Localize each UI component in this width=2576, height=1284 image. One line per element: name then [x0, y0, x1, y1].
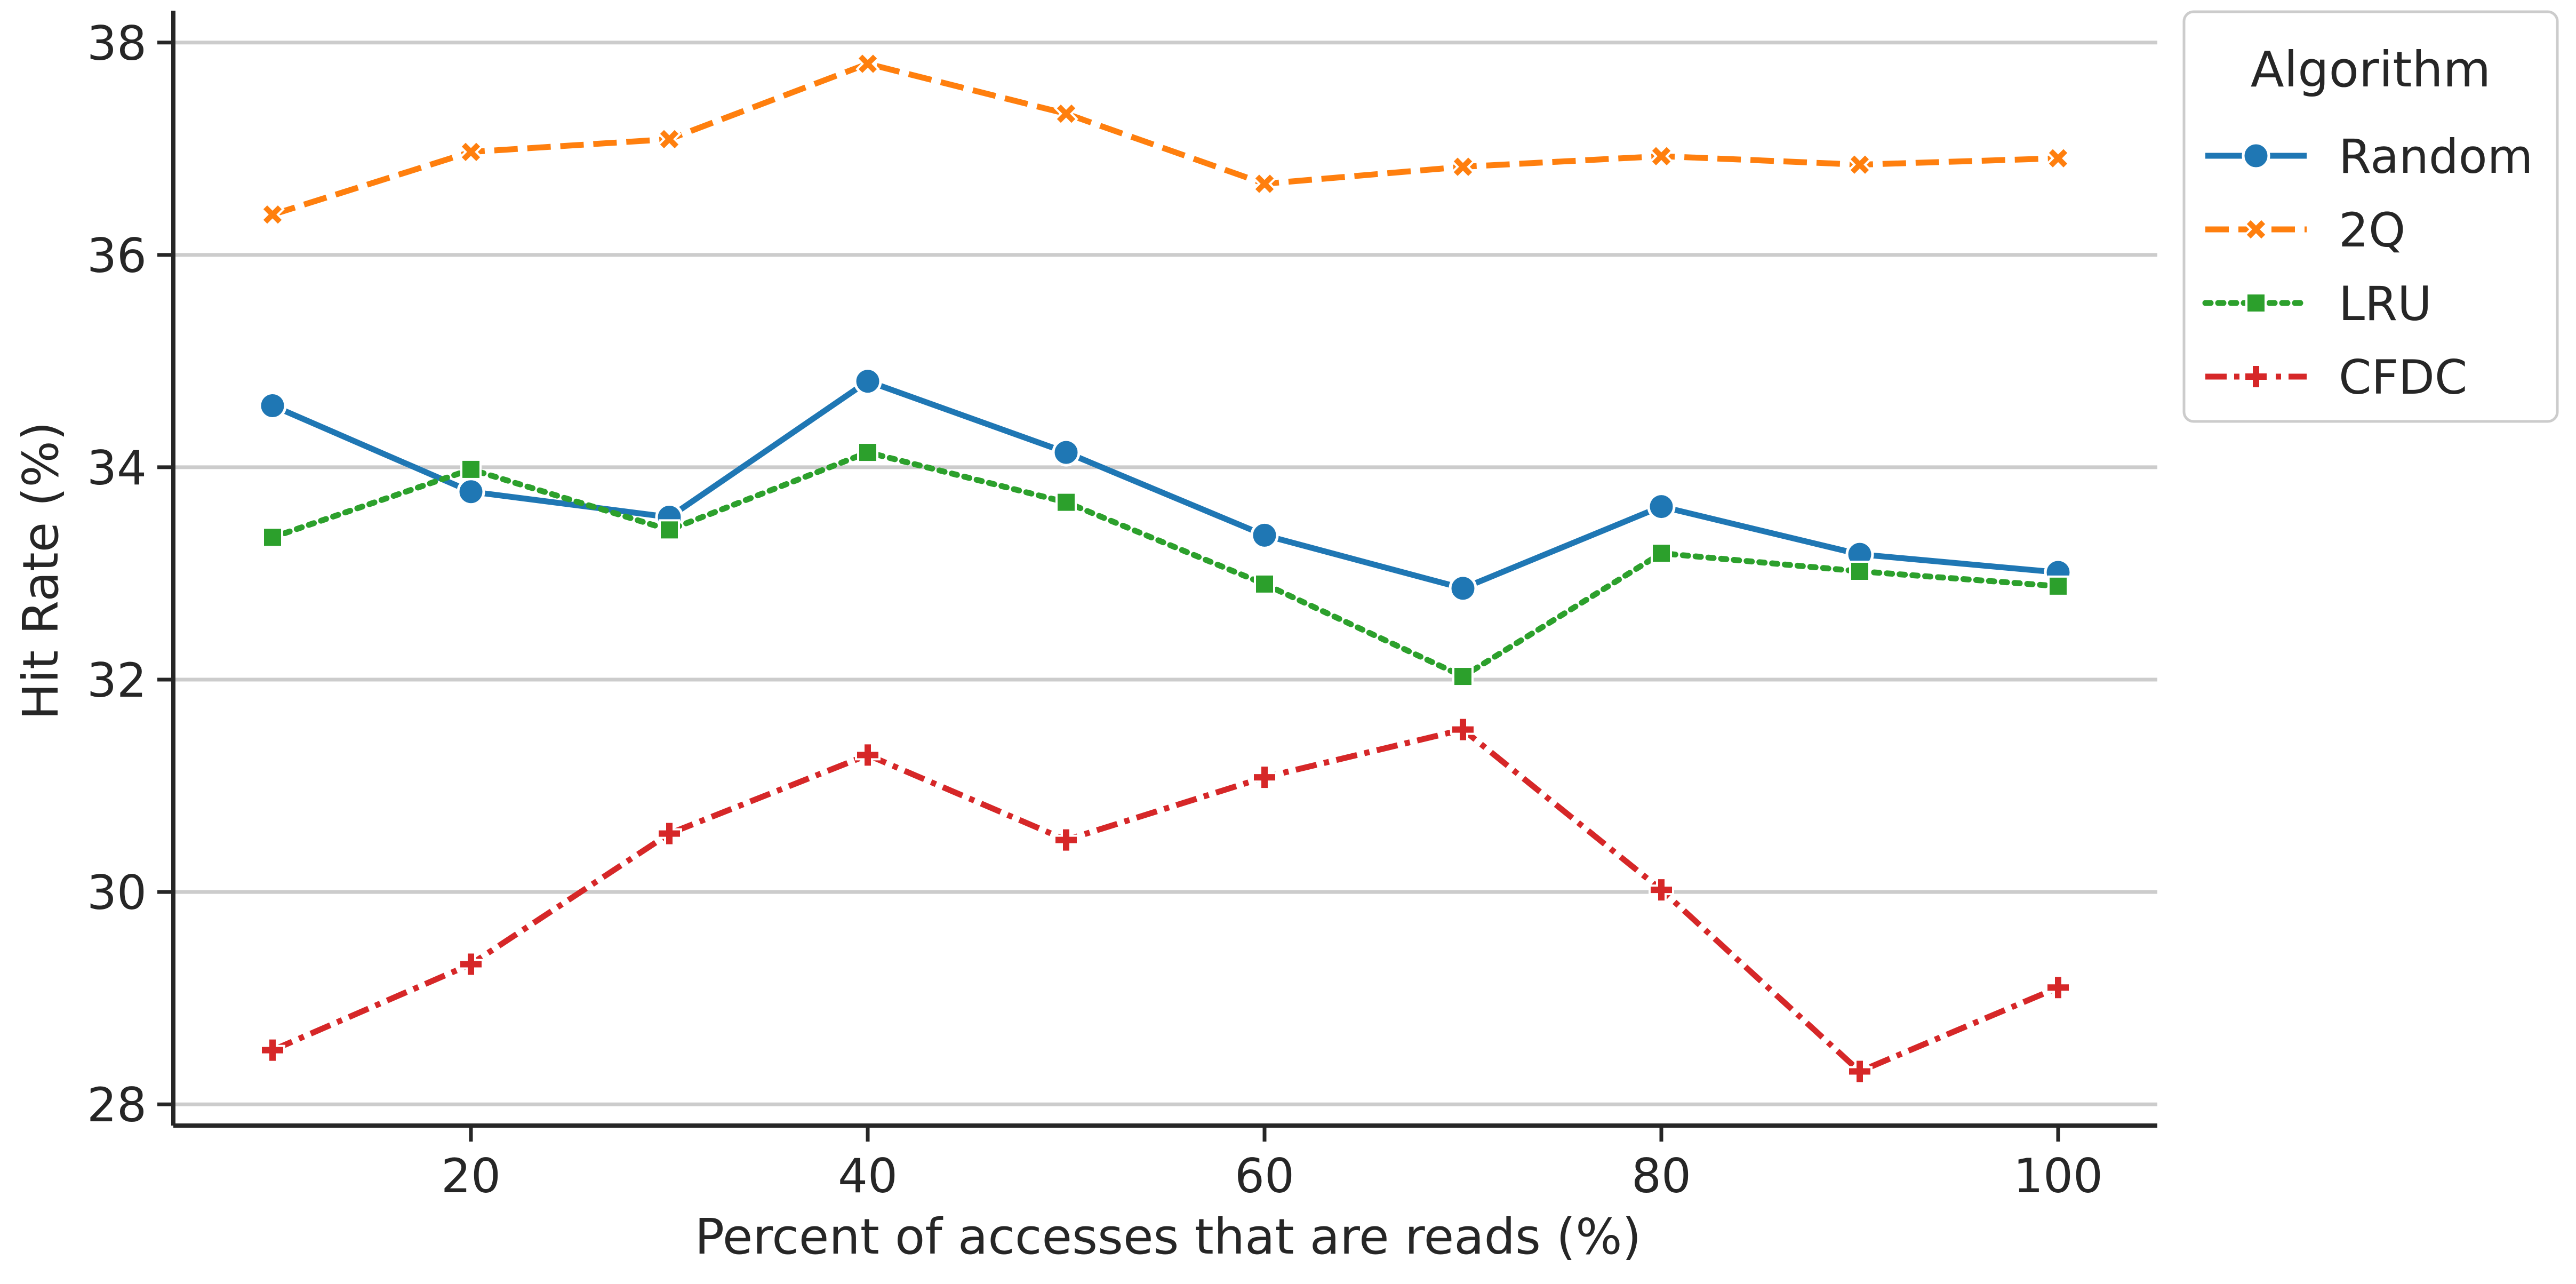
x-tick-label: 80: [1631, 1149, 1691, 1203]
legend-marker-lru: [2245, 292, 2267, 314]
gridlines: [173, 41, 2157, 1106]
series-line-lru: [269, 449, 2061, 680]
y-tick-label: 30: [87, 865, 147, 920]
data-point-cfdc: [855, 742, 881, 768]
legend-label-random: Random: [2339, 129, 2533, 184]
data-point-2q: [1649, 143, 1674, 169]
series-lines: [258, 51, 2073, 1084]
data-point-cfdc: [1450, 716, 1476, 743]
data-point-random: [258, 391, 287, 420]
x-tick-label: 100: [2013, 1149, 2103, 1203]
series-line-random: [271, 378, 2059, 592]
data-point-lru: [659, 519, 680, 541]
data-point-random: [1449, 574, 1477, 603]
series-line-2q: [271, 61, 2059, 218]
data-point-lru: [262, 527, 283, 548]
data-point-lru: [1651, 543, 1672, 564]
data-point-cfdc: [1053, 827, 1079, 853]
data-point-lru: [1055, 491, 1077, 513]
x-tick-label: 60: [1235, 1149, 1294, 1203]
data-point-2q: [1252, 171, 1277, 196]
data-point-2q: [459, 139, 483, 164]
data-point-2q: [855, 51, 880, 76]
y-tick-label: 38: [87, 16, 147, 71]
data-point-2q: [657, 127, 682, 151]
y-tick-label: 36: [87, 228, 147, 283]
data-point-cfdc: [1252, 764, 1277, 791]
data-point-random: [853, 367, 882, 396]
legend-label-2q: 2Q: [2339, 203, 2405, 258]
legend-frame: [2182, 10, 2559, 423]
data-point-random: [1052, 438, 1081, 467]
data-point-2q: [1451, 154, 1475, 179]
data-point-random: [1647, 492, 1676, 521]
legend-marker-random: [2242, 141, 2270, 170]
y-tick-label: 34: [87, 441, 147, 496]
legend: Algorithm Random 2Q LRU CFDC: [2182, 10, 2559, 423]
legend-label-cfdc: CFDC: [2339, 350, 2467, 405]
data-point-lru: [2047, 575, 2069, 597]
data-point-cfdc: [1847, 1058, 1873, 1084]
series-line-cfdc: [271, 727, 2060, 1074]
x-axis-label: Percent of accesses that are reads (%): [695, 1208, 1642, 1265]
data-point-2q: [1847, 152, 1872, 177]
legend-marker-cfdc: [2243, 364, 2269, 389]
axes: 28 30 32 34 36 38 20 40 60 80 100: [87, 11, 2157, 1203]
data-point-2q: [2046, 146, 2070, 171]
data-point-lru: [1254, 573, 1275, 595]
data-point-lru: [1452, 666, 1474, 688]
data-point-lru: [460, 458, 482, 480]
y-tick-label: 32: [87, 653, 147, 708]
x-tick-label: 40: [838, 1149, 898, 1203]
legend-label-lru: LRU: [2339, 276, 2432, 331]
data-point-cfdc: [2045, 975, 2071, 1001]
legend-title: Algorithm: [2251, 41, 2491, 98]
y-tick-label: 28: [87, 1078, 147, 1133]
data-point-2q: [260, 202, 285, 227]
data-point-cfdc: [260, 1037, 285, 1063]
data-point-2q: [1054, 101, 1078, 126]
legend-marker-2q: [2244, 217, 2268, 242]
data-point-lru: [857, 442, 878, 464]
data-point-random: [457, 477, 485, 506]
data-point-cfdc: [1649, 877, 1674, 903]
data-point-lru: [1849, 560, 1870, 582]
x-tick-label: 20: [441, 1149, 501, 1203]
y-axis-label: Hit Rate (%): [12, 421, 69, 720]
data-point-cfdc: [458, 951, 484, 977]
data-point-random: [1250, 521, 1279, 549]
data-point-cfdc: [657, 820, 682, 847]
